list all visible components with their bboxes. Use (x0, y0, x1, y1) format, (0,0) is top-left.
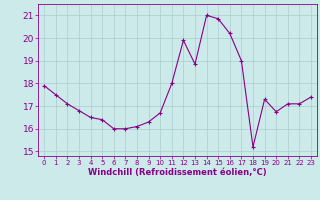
X-axis label: Windchill (Refroidissement éolien,°C): Windchill (Refroidissement éolien,°C) (88, 168, 267, 177)
